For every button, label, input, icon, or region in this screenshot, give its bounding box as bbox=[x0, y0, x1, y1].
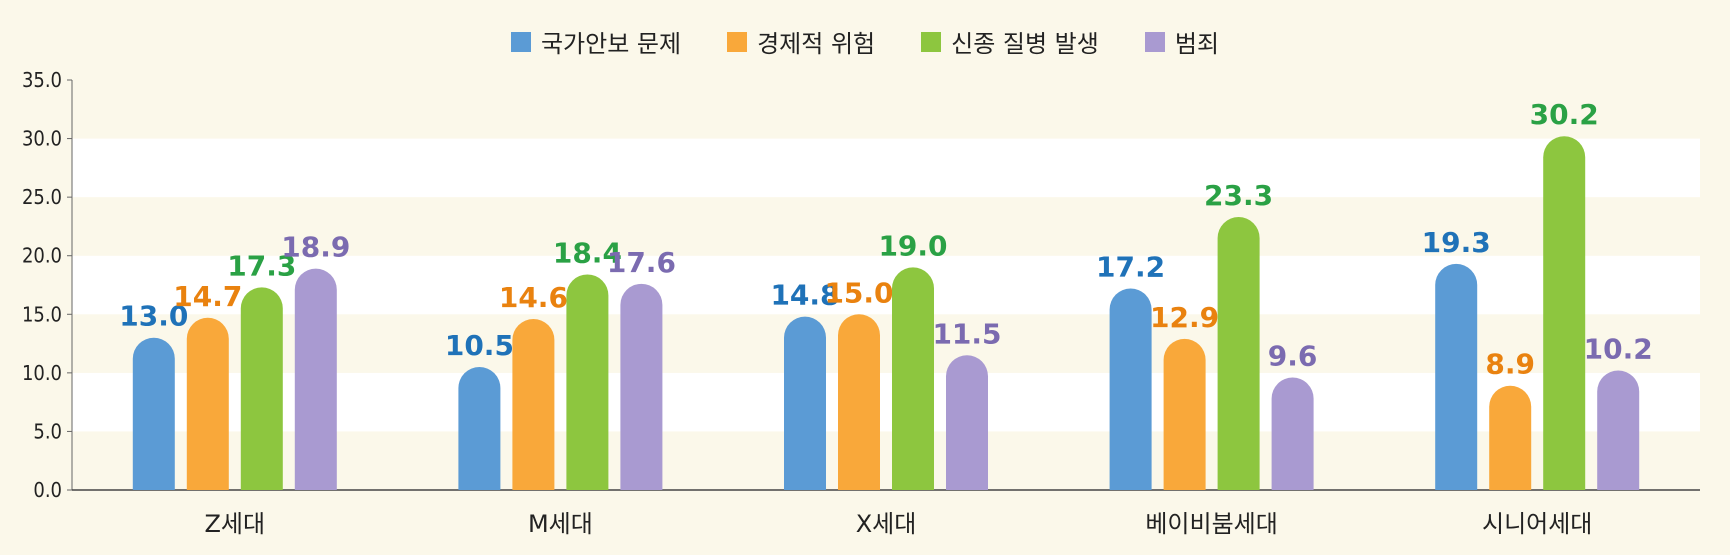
data-label: 12.9 bbox=[1150, 301, 1219, 334]
data-label: 17.2 bbox=[1096, 251, 1165, 284]
legend-label-crime: 범죄 bbox=[1174, 30, 1220, 58]
grid-band bbox=[72, 255, 1700, 315]
legend-label-new-disease: 신종 질병 발생 bbox=[951, 30, 1099, 58]
bar bbox=[240, 287, 283, 490]
legend-item-national-security: 국가안보 문제 bbox=[510, 24, 682, 59]
data-label: 18.4 bbox=[553, 236, 622, 269]
data-label: 10.2 bbox=[1584, 333, 1653, 366]
data-label: 9.6 bbox=[1268, 340, 1318, 373]
data-label: 11.5 bbox=[932, 317, 1001, 350]
bar bbox=[1543, 136, 1586, 490]
data-label: 10.5 bbox=[445, 329, 514, 362]
legend-swatch-economic-risk bbox=[727, 31, 748, 52]
data-label: 14.8 bbox=[770, 279, 839, 312]
bar bbox=[186, 317, 229, 490]
bar bbox=[566, 274, 609, 490]
data-label: 30.2 bbox=[1530, 98, 1599, 131]
bar bbox=[1489, 385, 1532, 490]
data-label: 18.9 bbox=[281, 231, 350, 264]
bar bbox=[132, 337, 175, 490]
grid-band bbox=[72, 138, 1700, 198]
legend-item-economic-risk: 경제적 위험 bbox=[727, 24, 875, 59]
data-label: 13.0 bbox=[119, 300, 188, 333]
bar bbox=[892, 267, 934, 490]
data-label: 15.0 bbox=[824, 276, 893, 309]
y-tick-label: 20.0 bbox=[22, 244, 62, 268]
y-tick-label: 35.0 bbox=[22, 68, 62, 92]
y-tick-label: 5.0 bbox=[33, 419, 62, 443]
legend-item-new-disease: 신종 질병 발생 bbox=[921, 24, 1099, 59]
x-tick-label: X세대 bbox=[856, 510, 917, 538]
bar bbox=[946, 355, 988, 490]
bar bbox=[1109, 288, 1152, 490]
data-label: 17.6 bbox=[607, 246, 676, 279]
x-tick-label: 베이비붐세대 bbox=[1145, 510, 1277, 538]
bar bbox=[1217, 217, 1260, 491]
grid-band bbox=[72, 314, 1700, 373]
y-tick-label: 30.0 bbox=[22, 127, 62, 151]
data-label: 17.3 bbox=[227, 249, 296, 282]
data-label: 14.6 bbox=[499, 281, 568, 314]
grid-band bbox=[72, 80, 1700, 139]
x-tick-label: 시니어세대 bbox=[1482, 510, 1592, 538]
bar bbox=[1435, 263, 1478, 490]
y-tick-label: 10.0 bbox=[22, 361, 62, 385]
x-tick-label: M세대 bbox=[528, 510, 593, 538]
legend-label-national-security: 국가안보 문제 bbox=[540, 30, 682, 58]
data-label: 8.9 bbox=[1485, 348, 1535, 381]
data-label: 23.3 bbox=[1204, 179, 1273, 212]
x-tick-label: Z세대 bbox=[204, 510, 265, 538]
grid-band bbox=[72, 197, 1700, 256]
data-label: 19.0 bbox=[878, 229, 947, 262]
data-label: 14.7 bbox=[173, 280, 242, 313]
bar bbox=[838, 314, 880, 490]
y-tick-label: 25.0 bbox=[22, 185, 62, 209]
bar bbox=[1271, 377, 1314, 490]
bar bbox=[1597, 370, 1640, 490]
bar bbox=[294, 268, 337, 490]
legend-swatch-new-disease bbox=[921, 31, 942, 52]
data-label: 19.3 bbox=[1422, 226, 1491, 259]
grid-band bbox=[72, 431, 1700, 490]
legend-swatch-crime bbox=[1144, 31, 1165, 52]
bar bbox=[784, 316, 826, 490]
legend-label-economic-risk: 경제적 위험 bbox=[757, 30, 876, 58]
legend-swatch-national-security bbox=[510, 31, 531, 52]
bar bbox=[512, 318, 555, 490]
y-tick-label: 0.0 bbox=[33, 478, 62, 502]
legend: 국가안보 문제 경제적 위험 신종 질병 발생 범죄 bbox=[0, 24, 1730, 59]
bar bbox=[458, 367, 501, 490]
bar bbox=[1163, 338, 1206, 490]
bar bbox=[620, 283, 663, 490]
grid-band bbox=[72, 372, 1700, 432]
legend-item-crime: 범죄 bbox=[1144, 24, 1220, 59]
y-tick-label: 15.0 bbox=[22, 302, 62, 326]
